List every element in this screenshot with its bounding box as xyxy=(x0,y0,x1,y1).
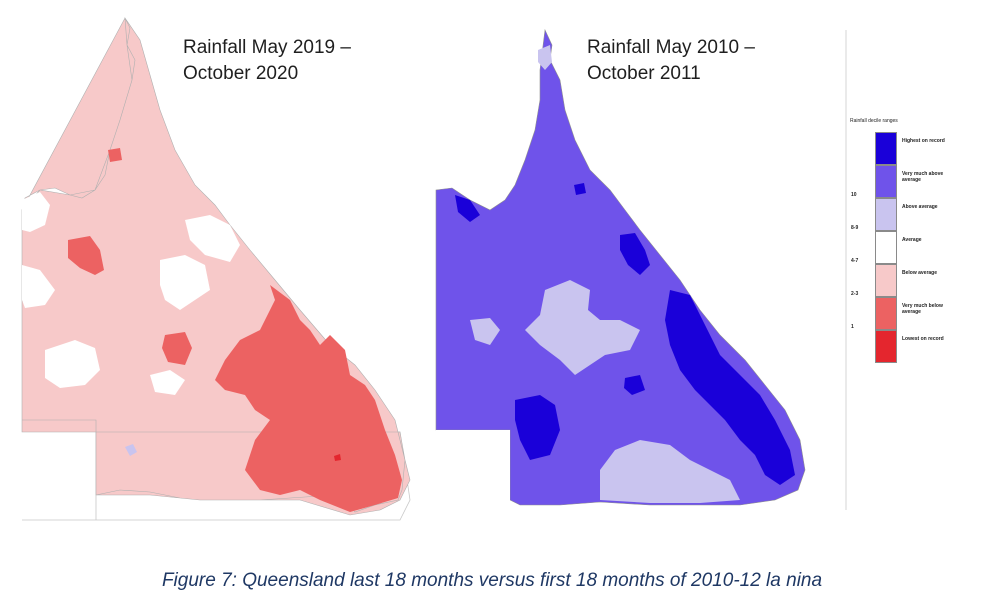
legend-title: Rainfall decile ranges xyxy=(850,118,898,124)
right-map-highest-east xyxy=(665,290,795,485)
legend-swatch xyxy=(875,297,897,330)
legend-swatch xyxy=(875,132,897,165)
left-map-vmba-center xyxy=(162,332,192,365)
left-map-title-line1: Rainfall May 2019 – xyxy=(183,37,351,58)
legend-rank: 8-9 xyxy=(851,225,859,231)
right-map-highest-dot xyxy=(574,183,586,195)
right-map-highest-sw xyxy=(515,395,560,460)
legend-label: Average xyxy=(902,237,922,243)
left-map-queensland xyxy=(21,16,411,521)
right-map-above-west xyxy=(470,318,500,345)
left-map-title-line2: October 2020 xyxy=(183,63,299,84)
legend-swatch xyxy=(875,264,897,297)
right-map-title-line1: Rainfall May 2010 – xyxy=(587,37,755,58)
left-map-average-west xyxy=(22,192,50,232)
legend-swatch xyxy=(875,198,897,231)
left-map-vmba-north xyxy=(108,148,122,162)
right-map-title: Rainfall May 2010 – October 2011 xyxy=(587,35,755,87)
right-map-above-center xyxy=(525,280,640,375)
right-map-highest-center xyxy=(624,375,645,395)
legend-label: Very much below average xyxy=(902,303,943,315)
right-map-above-south xyxy=(600,440,740,503)
left-map-title: Rainfall May 2019 – October 2020 xyxy=(183,35,351,87)
left-map-vmba-west xyxy=(68,236,104,275)
right-map-above-north xyxy=(538,45,552,70)
legend-rank: 1 xyxy=(851,324,854,330)
legend-swatch xyxy=(875,165,897,198)
legend-swatch xyxy=(875,231,897,264)
left-map-average-west2 xyxy=(22,265,55,308)
figure-caption: Figure 7: Queensland last 18 months vers… xyxy=(161,570,823,591)
left-map-average-sw xyxy=(45,340,100,388)
right-map-highest-nw xyxy=(455,195,480,222)
right-map-highest-ne xyxy=(620,233,650,275)
right-map-queensland xyxy=(435,28,806,506)
legend-rank: 2-3 xyxy=(851,291,859,297)
right-map-title-line2: October 2011 xyxy=(587,63,701,84)
left-map-vmba-se xyxy=(215,285,402,512)
legend-label: Below average xyxy=(902,270,938,276)
legend-label: Very much above average xyxy=(902,171,944,183)
legend-rank: 10 xyxy=(851,192,857,198)
legend-label: Lowest on record xyxy=(902,336,944,342)
left-map-lowest-dot xyxy=(334,454,341,461)
legend-swatch xyxy=(875,330,897,363)
left-map-average-center xyxy=(160,255,210,310)
left-map-average-center2 xyxy=(150,370,185,395)
right-map-south-white xyxy=(436,430,510,505)
legend-label: Highest on record xyxy=(902,138,945,144)
left-map-above-spot xyxy=(125,444,137,456)
legend-label: Above average xyxy=(902,204,938,210)
left-map-average-ne xyxy=(185,215,240,262)
legend-rank: 4-7 xyxy=(851,258,859,264)
rainfall-maps xyxy=(21,16,847,521)
